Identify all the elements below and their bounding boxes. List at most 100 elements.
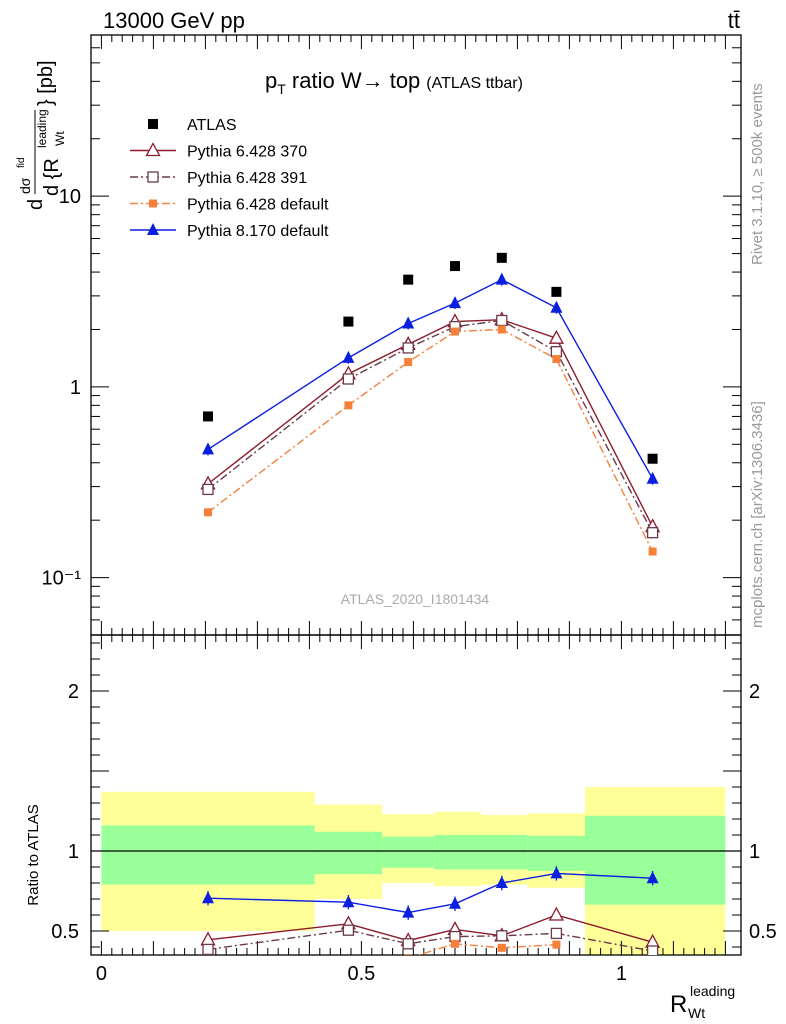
data-point [343,316,354,327]
x-tick-label: 1 [616,963,627,985]
data-point [647,453,658,464]
rivet-label: Rivet 3.1.10, ≥ 500k events [749,83,766,265]
y-tick-label: 10⁻¹ [42,568,82,590]
svg-text:d: d [25,199,47,210]
data-point [147,223,159,235]
data-point [550,927,563,940]
data-point [404,358,413,367]
data-point [648,547,657,556]
uncertainty-band-inner [101,825,315,885]
main-panel: 10⁻¹ 1 10 [42,34,742,636]
y-tick-label: 1 [68,841,79,863]
data-point [344,401,353,410]
legend-label: Pythia 6.428 default [187,197,329,214]
legend: ATLAS Pythia 6.428 370 Pythia 6.428 391 Pyt… [130,117,329,240]
y-tick-label-right: 0.5 [749,921,777,943]
data-point [646,527,659,539]
chart-title: pT ratio W→ top (ATLAS ttbar) [265,68,523,97]
svg-text:dσ: dσ [17,177,33,194]
svg-text:leading: leading [690,983,735,999]
data-point [552,355,561,364]
data-point [646,871,659,884]
y-tick-label: 2 [68,681,79,703]
series-line [207,278,654,480]
svg-text:d {R: d {R [41,158,63,196]
y-tick-label: 0.5 [51,921,79,943]
data-point [496,314,508,327]
y-tick-label: 1 [70,377,81,399]
title-rest: ratio W→ top [286,68,420,93]
data-point [145,142,161,157]
data-point [552,940,561,949]
data-point [646,471,659,484]
data-point [402,342,414,354]
x-tick-label: 0 [96,963,107,985]
data-point [342,350,355,363]
uncertainty-band-inner [481,835,528,870]
data-point [450,261,460,272]
svg-text:Wt: Wt [688,1005,705,1021]
ratio-series-group [200,866,661,955]
svg-text:pT ratio W→ top(ATLAS ttbar): pT ratio W→ top (ATLAS ttbar) [265,68,523,97]
data-point [402,316,415,329]
header-left-label: 13000 GeV pp [103,8,245,33]
data-point [204,508,212,517]
data-point [449,296,461,309]
header-right-label: tt̄ [728,8,740,33]
data-point [548,329,564,344]
ratio-frame [90,634,742,956]
data-point [451,327,459,336]
data-point [495,272,508,285]
data-point [646,945,659,955]
title-small: (ATLAS ttbar) [426,75,523,92]
svg-text:fid: fid [16,157,27,168]
data-point [402,905,415,918]
data-point [551,286,562,297]
data-point [202,483,214,496]
data-point [402,938,414,950]
legend-label: Pythia 6.428 391 [187,170,307,187]
x-axis-label: R leading Wt [670,983,735,1021]
title-sub: T [277,81,286,97]
data-point [342,373,355,385]
uncertainty-band-inner [434,835,481,870]
svg-text:} [pb]: } [pb] [35,60,57,106]
uncertainty-band-inner [585,815,726,905]
data-point [550,300,563,313]
legend-label: Pythia 8.170 default [187,223,329,240]
series-line [207,319,654,534]
series-line [207,319,654,527]
legend-label: Pythia 6.428 370 [187,144,307,161]
data-point [495,876,508,888]
data-point [449,896,461,909]
y-tick-label-right: 2 [749,681,760,703]
data-point [497,325,506,334]
data-point [403,274,414,285]
uncertainty-band-inner [527,835,585,871]
data-point [548,906,564,921]
title-main: p [265,68,277,93]
data-point [496,930,508,942]
data-point [149,199,157,208]
svg-text:Wt: Wt [53,131,67,146]
data-point [496,252,507,263]
data-point [342,895,355,908]
data-point [202,943,214,955]
data-point [451,939,459,948]
analysis-watermark: ATLAS_2020_I1801434 [341,591,490,607]
data-point [404,954,413,955]
data-point [342,924,355,936]
x-tick-label: 0.5 [347,963,375,985]
data-point [148,119,158,129]
data-point [147,171,159,183]
uncertainty-band-inner [382,836,435,868]
svg-text:leading: leading [35,109,49,148]
data-point [202,891,214,904]
ratio-series-line [416,943,557,955]
ratio-y-axis-label: Ratio to ATLAS [25,804,42,905]
uncertainty-band-inner [314,831,383,875]
legend-label: ATLAS [187,117,237,134]
ratio-panel: 0 0.5 1 0.5 0.5 1 1 2 2 [51,634,777,985]
mcplots-label: mcplots.cern.ch [arXiv:1306.3436] [749,401,766,628]
